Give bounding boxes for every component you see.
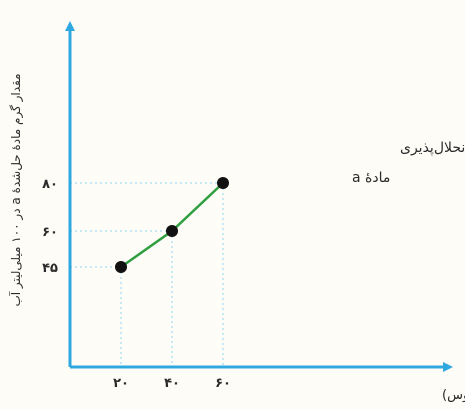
y-tick-label: ۸۰ (42, 177, 58, 192)
x-axis-label: دما (سلسیوس) (442, 388, 465, 403)
x-tick-label: ۲۰ (113, 376, 129, 391)
y-tick-label: ۶۰ (42, 225, 58, 240)
data-series (115, 177, 229, 273)
chart-title-line-2: مادهٔ a (352, 170, 390, 186)
chart-title-line-1: نمودار انحلال‌پذیری (400, 140, 465, 156)
y-tick-label: ۴۵ (42, 261, 58, 276)
data-point (166, 225, 178, 237)
y-axis-label: مقدار گرم مادهٔ حل‌شدهٔ a در ۱۰۰ میلی‌لی… (8, 73, 24, 306)
x-tick-label: ۶۰ (215, 376, 231, 391)
guide-lines (70, 182, 224, 367)
data-point (115, 261, 127, 273)
tick-labels: ۲۰ ۴۰ ۶۰ ۴۵ ۶۰ ۸۰ (42, 177, 231, 391)
data-point (217, 177, 229, 189)
x-tick-label: ۴۰ (164, 376, 180, 391)
